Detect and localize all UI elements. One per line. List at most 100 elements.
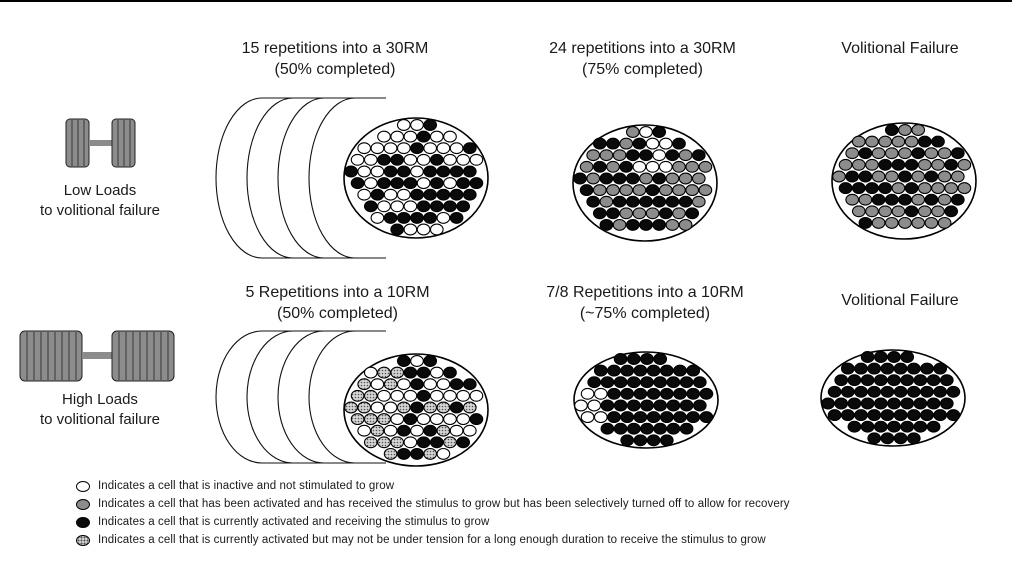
muscle-cell [633,364,648,377]
muscle-cell [865,158,879,171]
muscle-cell [950,193,965,206]
muscle-cell [867,432,882,445]
muscle-cell [625,126,640,138]
muscle-cell [898,216,912,229]
muscle-cell [396,378,411,391]
muscle-cell [593,411,608,424]
muscle-cell [845,170,860,183]
muscle-cell [429,153,444,166]
muscle-cell [410,447,424,460]
muscle-cell [678,172,693,185]
muscle-cell [580,387,595,400]
muscle-cell [832,170,846,183]
muscle-cell [449,378,464,391]
muscle-cell [573,172,587,185]
muscle-cell [860,374,875,387]
muscle-cell [350,389,365,402]
muscle-cell [370,378,385,391]
muscle-cell [377,177,391,190]
muscle-cell [900,374,915,387]
muscle-cell [625,149,640,162]
muscle-cell [436,142,451,155]
muscle-cell [396,355,411,367]
muscle-cell [679,376,694,389]
muscle-cell [847,397,862,410]
muscle-cell [898,170,912,183]
muscle-cell [924,216,939,229]
muscle-cell [827,385,842,398]
muscle-cell [851,135,866,148]
muscle-cell [390,223,405,236]
muscle-cell [423,447,438,460]
muscle-cell [612,172,627,185]
muscle-cell [917,158,932,171]
muscle-cell [410,188,424,201]
muscle-cell [416,366,431,379]
muscle-cell [363,366,378,379]
muscle-cell [673,364,687,377]
legend-text: Indicates a cell that is currently activ… [98,516,490,528]
muscle-cell [640,399,654,412]
black-cell-icon [76,516,90,528]
muscle-cell [456,436,471,449]
muscle-cell [606,207,620,220]
muscle-cell [893,432,908,445]
muscle-cell [592,160,607,173]
muscle-cell [396,119,411,131]
muscle-cell [592,184,607,197]
muscle-cell [423,142,438,155]
muscle-cell [646,364,661,377]
muscle-cell [834,374,849,387]
muscle-cell [645,137,660,150]
muscle-cell [580,411,595,424]
muscle-cell [383,165,398,178]
cylinder-ring [308,97,356,259]
muscle-cell [686,387,701,400]
muscle-cell [363,436,378,449]
muscle-cell [666,376,681,389]
muscle-cell [891,205,906,218]
muscle-cell [659,364,674,377]
muscle-cell [946,385,961,398]
muscle-cell [443,130,457,143]
muscle-cell [370,401,385,414]
muscle-cell [449,401,464,414]
muscle-cylinder-bottom [215,330,386,464]
muscle-cell [462,424,477,437]
muscle-cell [416,389,431,402]
muscle-cell [416,130,431,143]
muscle-cell [645,160,660,173]
muscle-cell [586,172,601,185]
muscle-cell [939,397,954,410]
muscle-cell [606,137,620,150]
muscle-cell [659,411,674,424]
muscle-cell [586,195,601,208]
muscle-cell [377,436,391,449]
muscle-cell [390,200,405,213]
muscle-cell [606,160,620,173]
muscle-cell [906,385,921,398]
muscle-cell [436,424,451,437]
muscle-cell [880,385,895,398]
muscle-cell [658,207,673,220]
muscle-cell [423,424,438,437]
muscle-cell [920,385,934,398]
muscle-cell [699,411,714,424]
muscle-cell [449,188,464,201]
muscle-cell [678,149,693,162]
muscle-cell [906,409,921,422]
muscle-cell [383,401,398,414]
muscle-cell [944,182,959,195]
muscle-cell [363,389,378,402]
muscle-cell [900,397,915,410]
muscle-cell [612,195,627,208]
muscle-cell [891,158,906,171]
muscle-cell [639,126,653,138]
muscle-cell [944,158,959,171]
muscle-cell [827,409,842,422]
muscle-cell [847,374,862,387]
muscle-cell [937,193,952,206]
muscle-cell [865,182,879,195]
muscle-cell [867,409,882,422]
muscle-cell [619,160,634,173]
